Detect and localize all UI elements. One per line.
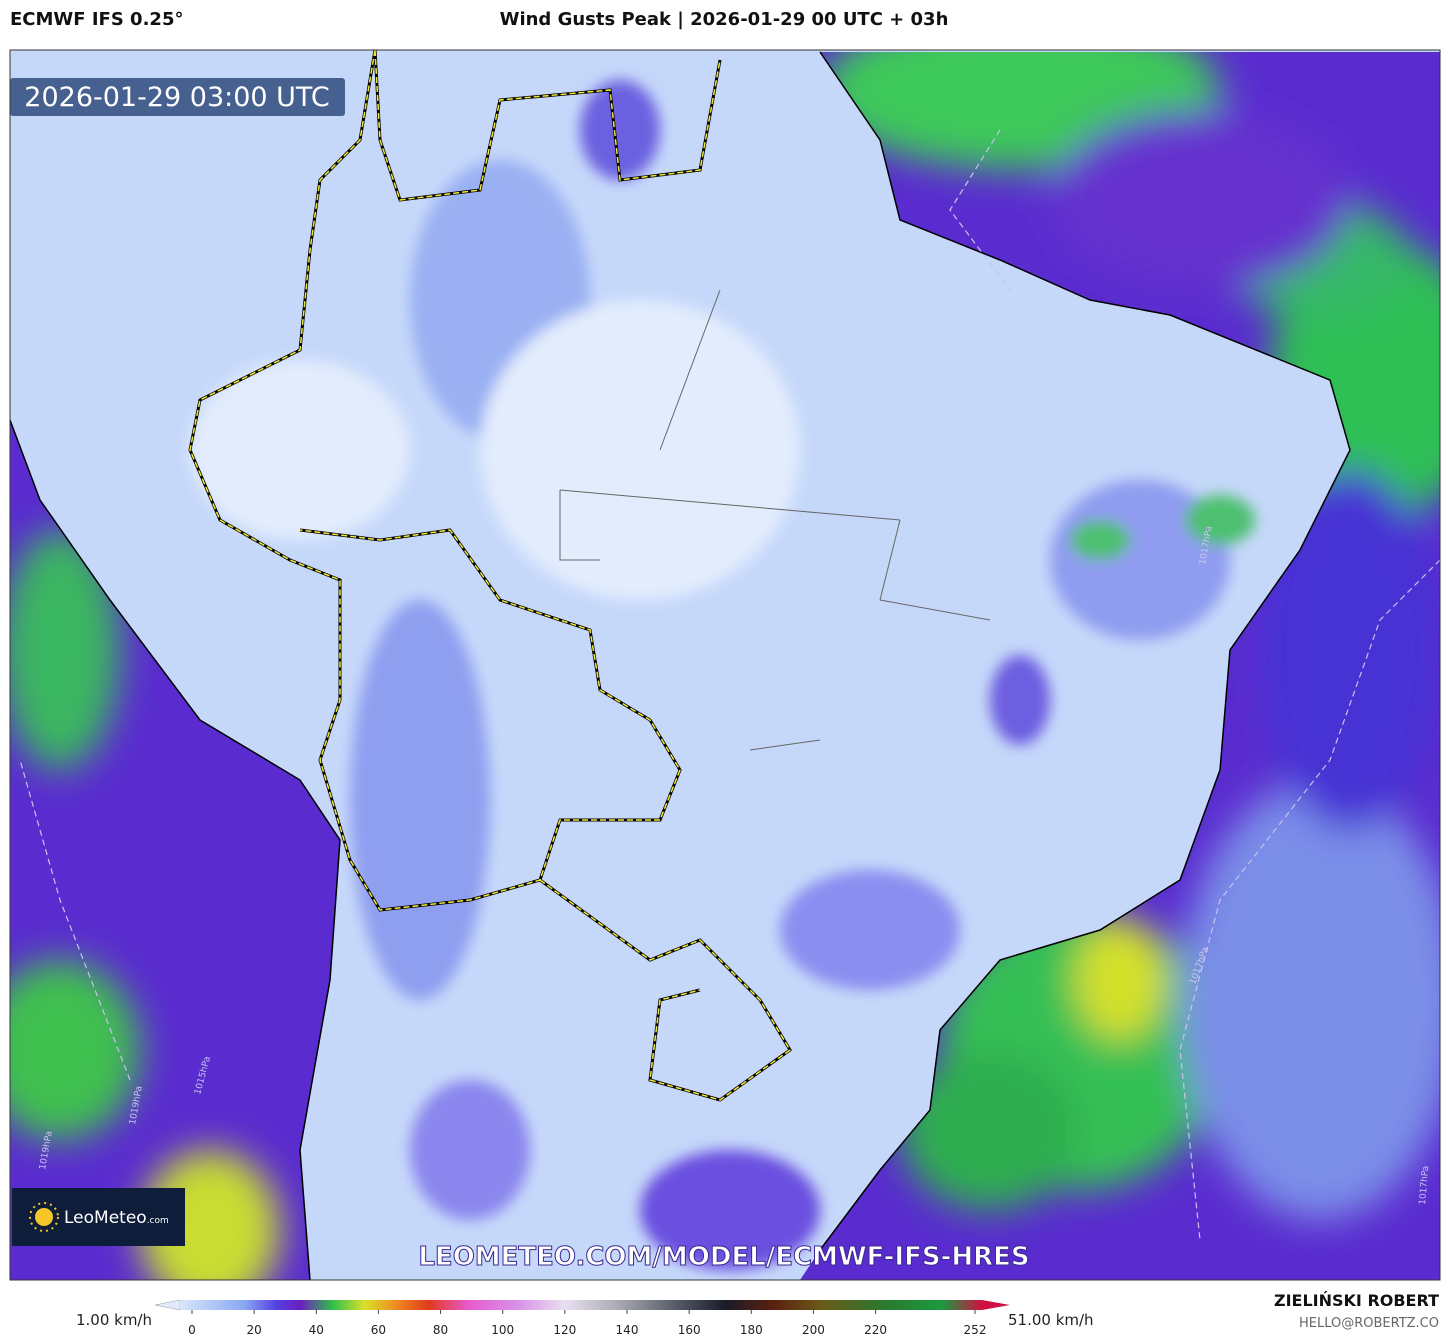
colorbar-low: [154, 1299, 181, 1311]
model-name: ECMWF IFS 0.25°: [10, 9, 183, 30]
valid-time: 2026-01-29 03:00 UTC: [24, 82, 329, 113]
coastline: [10, 51, 1351, 1280]
colorbar-tick-label: 100: [491, 1323, 514, 1337]
colorbar-max: 51.00 km/h: [1008, 1311, 1094, 1329]
colorbar-tick-label: 140: [616, 1323, 639, 1337]
ocean-field: [10, 50, 1440, 1280]
country-border: [189, 50, 791, 1101]
colorbar-high: [982, 1300, 1010, 1310]
logo-rays: [29, 1202, 59, 1232]
author: ZIELIŃSKI ROBERT: [1274, 1291, 1439, 1310]
state-border: [559, 289, 991, 751]
map-frame: [9, 49, 1441, 1281]
colorbar-tick-label: 180: [740, 1323, 763, 1337]
watermark: LEOMETEO.COM/MODEL/ECMWF-IFS-HRES: [418, 1242, 1029, 1272]
map-title: Wind Gusts Peak | 2026-01-29 00 UTC + 03…: [500, 9, 949, 30]
colorbar-tick-label: 220: [864, 1323, 887, 1337]
colorbar-tick-label: 20: [247, 1323, 262, 1337]
colorbar-tick-label: 160: [678, 1323, 701, 1337]
land: [10, 50, 1440, 1280]
colorbar-tick-label: 200: [802, 1323, 825, 1337]
colorbar-tick-label: 252: [964, 1323, 987, 1337]
logo-suffix: .com: [147, 1216, 169, 1226]
colorbar-tick-label: 60: [371, 1323, 386, 1337]
land-field: [190, 80, 1255, 1270]
isobar-label: 1017hPa: [1418, 1165, 1431, 1205]
time-box: [10, 78, 345, 116]
map: 1017hPa1019hPa1015hPa1019hPa1017hPa1017h…: [10, 50, 1440, 1280]
colorbar-tick-label: 40: [309, 1323, 324, 1337]
logo-name: LeoMeteo: [64, 1208, 147, 1228]
colorbar-tick-label: 80: [433, 1323, 448, 1337]
contact: HELLO@ROBERTZ.CO: [1299, 1316, 1439, 1331]
logo-text: LeoMeteo.com: [64, 1208, 169, 1228]
logo-sun: [35, 1208, 53, 1226]
colorbar: [154, 1299, 1010, 1311]
colorbar-tick-label: 0: [188, 1323, 196, 1337]
colorbar-min: 1.00 km/h: [76, 1311, 152, 1329]
colorbar-tick-label: 120: [553, 1323, 576, 1337]
isobar: [19, 129, 1440, 1241]
colorbar-ramp: [180, 1300, 982, 1310]
